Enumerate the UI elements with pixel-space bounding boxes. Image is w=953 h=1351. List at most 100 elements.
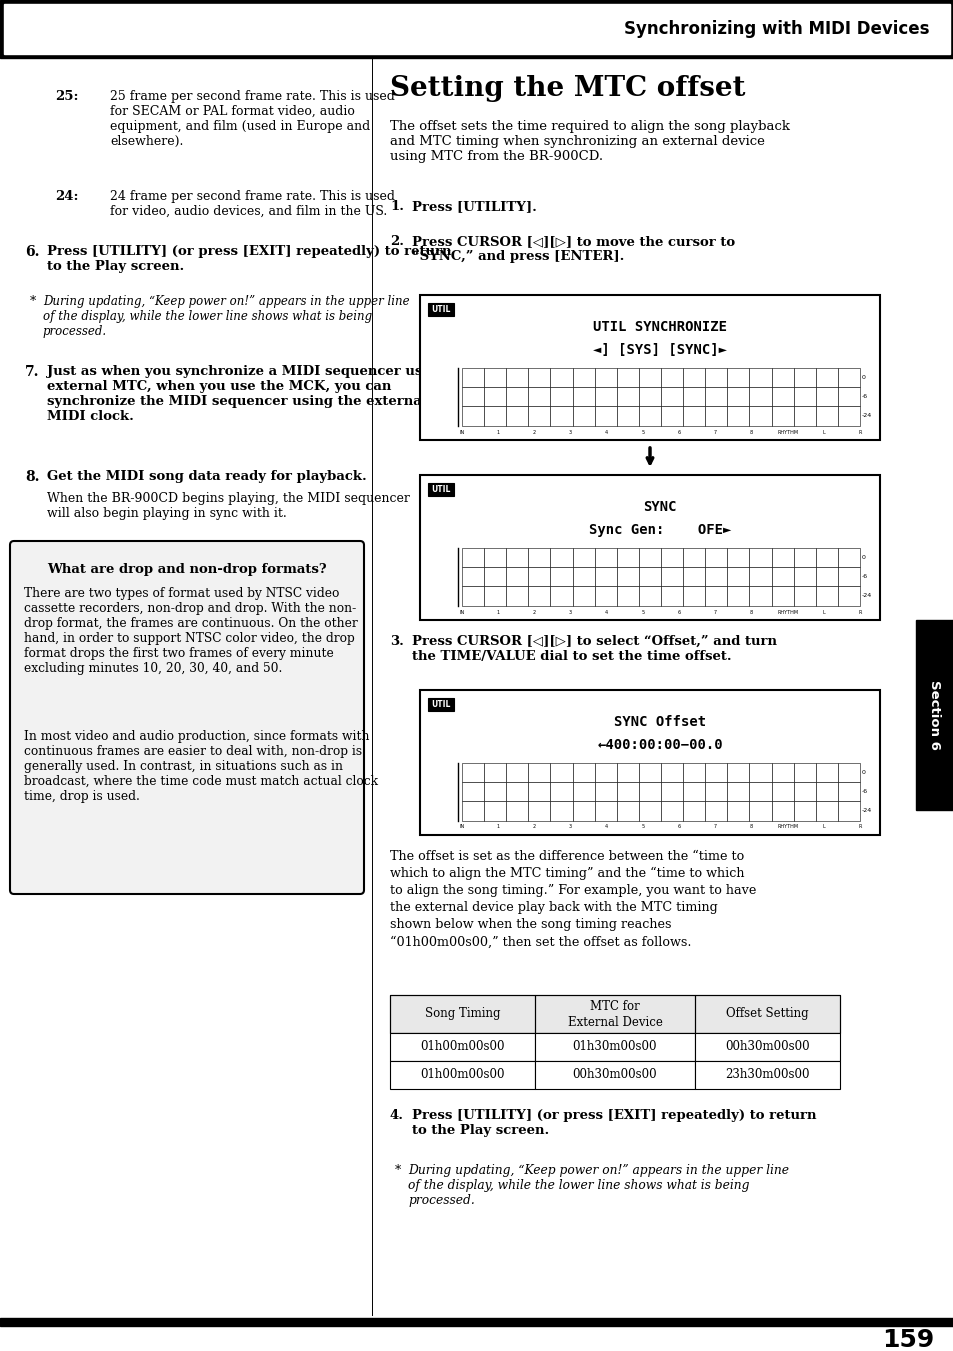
- Bar: [528, 567, 550, 586]
- Bar: [550, 801, 572, 820]
- Text: Press [UTILITY] (or press [EXIT] repeatedly) to return
to the Play screen.: Press [UTILITY] (or press [EXIT] repeate…: [47, 245, 451, 273]
- Bar: [837, 367, 859, 386]
- Text: The offset is set as the difference between the “time to
which to align the MTC : The offset is set as the difference betw…: [390, 850, 756, 948]
- Bar: [771, 367, 793, 386]
- Text: During updating, “Keep power on!” appears in the upper line
of the display, whil: During updating, “Keep power on!” appear…: [408, 1165, 788, 1206]
- Bar: [815, 762, 837, 782]
- Bar: [749, 801, 771, 820]
- Bar: [594, 386, 617, 407]
- Text: Just as when you synchronize a MIDI sequencer using
external MTC, when you use t: Just as when you synchronize a MIDI sequ…: [47, 365, 446, 423]
- Bar: [617, 547, 639, 567]
- Bar: [617, 762, 639, 782]
- Bar: [550, 407, 572, 426]
- Bar: [682, 367, 704, 386]
- Bar: [572, 782, 594, 801]
- Bar: [390, 994, 840, 1034]
- Bar: [793, 586, 815, 605]
- Bar: [594, 367, 617, 386]
- Bar: [815, 567, 837, 586]
- Text: 7: 7: [713, 609, 716, 615]
- Bar: [660, 762, 682, 782]
- Text: 25 frame per second frame rate. This is used
for SECAM or PAL format video, audi: 25 frame per second frame rate. This is …: [110, 91, 395, 149]
- Bar: [749, 567, 771, 586]
- Bar: [837, 567, 859, 586]
- Bar: [726, 782, 749, 801]
- Bar: [815, 407, 837, 426]
- Bar: [837, 586, 859, 605]
- Bar: [660, 367, 682, 386]
- Bar: [639, 762, 660, 782]
- Bar: [428, 698, 454, 711]
- Text: L: L: [821, 430, 824, 435]
- Text: UTIL: UTIL: [431, 305, 450, 313]
- Text: L: L: [821, 824, 824, 830]
- Text: -24: -24: [862, 808, 871, 813]
- Text: 8: 8: [749, 609, 752, 615]
- Bar: [506, 367, 528, 386]
- Text: Offset Setting: Offset Setting: [725, 1008, 808, 1020]
- Bar: [528, 547, 550, 567]
- Bar: [535, 1061, 695, 1089]
- Bar: [594, 762, 617, 782]
- Text: 0: 0: [862, 770, 865, 774]
- Bar: [726, 586, 749, 605]
- Text: L: L: [821, 609, 824, 615]
- Text: RHYTHM: RHYTHM: [777, 609, 798, 615]
- Text: 01h30m00s00: 01h30m00s00: [572, 1040, 657, 1054]
- Text: -24: -24: [862, 593, 871, 598]
- Text: 01h00m00s00: 01h00m00s00: [420, 1040, 504, 1054]
- Bar: [771, 586, 793, 605]
- Text: UTIL: UTIL: [431, 485, 450, 494]
- Text: 0: 0: [862, 555, 865, 559]
- Bar: [428, 303, 454, 316]
- Bar: [419, 690, 879, 835]
- Bar: [639, 782, 660, 801]
- Bar: [419, 476, 879, 620]
- Bar: [483, 386, 506, 407]
- Bar: [617, 782, 639, 801]
- Text: What are drop and non-drop formats?: What are drop and non-drop formats?: [47, 563, 327, 576]
- Bar: [771, 567, 793, 586]
- Bar: [704, 386, 726, 407]
- Text: There are two types of format used by NTSC video
cassette recorders, non-drop an: There are two types of format used by NT…: [24, 586, 357, 676]
- Bar: [594, 801, 617, 820]
- Text: 2.: 2.: [390, 235, 403, 249]
- Bar: [617, 367, 639, 386]
- Bar: [793, 762, 815, 782]
- Bar: [0, 0, 953, 58]
- Bar: [461, 547, 483, 567]
- Bar: [726, 386, 749, 407]
- Bar: [771, 386, 793, 407]
- Bar: [682, 586, 704, 605]
- Bar: [550, 762, 572, 782]
- Text: MTC for
External Device: MTC for External Device: [567, 1000, 661, 1028]
- Bar: [660, 567, 682, 586]
- Bar: [572, 547, 594, 567]
- Text: 1: 1: [497, 430, 499, 435]
- Bar: [639, 386, 660, 407]
- Bar: [749, 367, 771, 386]
- Bar: [749, 407, 771, 426]
- Bar: [660, 547, 682, 567]
- Bar: [749, 586, 771, 605]
- Bar: [682, 801, 704, 820]
- Text: 1: 1: [497, 609, 499, 615]
- Bar: [837, 762, 859, 782]
- Bar: [749, 782, 771, 801]
- Bar: [572, 567, 594, 586]
- Bar: [483, 547, 506, 567]
- Text: The offset sets the time required to align the song playback
and MTC timing when: The offset sets the time required to ali…: [390, 120, 789, 163]
- Bar: [617, 407, 639, 426]
- Bar: [535, 1034, 695, 1061]
- Text: 00h30m00s00: 00h30m00s00: [724, 1040, 809, 1054]
- Bar: [461, 367, 483, 386]
- Bar: [535, 994, 695, 1034]
- Text: 5: 5: [640, 609, 644, 615]
- Text: 6: 6: [677, 824, 679, 830]
- Text: 01h00m00s00: 01h00m00s00: [420, 1069, 504, 1082]
- Bar: [550, 586, 572, 605]
- Text: 3: 3: [568, 430, 572, 435]
- Bar: [506, 801, 528, 820]
- Bar: [483, 782, 506, 801]
- Bar: [793, 547, 815, 567]
